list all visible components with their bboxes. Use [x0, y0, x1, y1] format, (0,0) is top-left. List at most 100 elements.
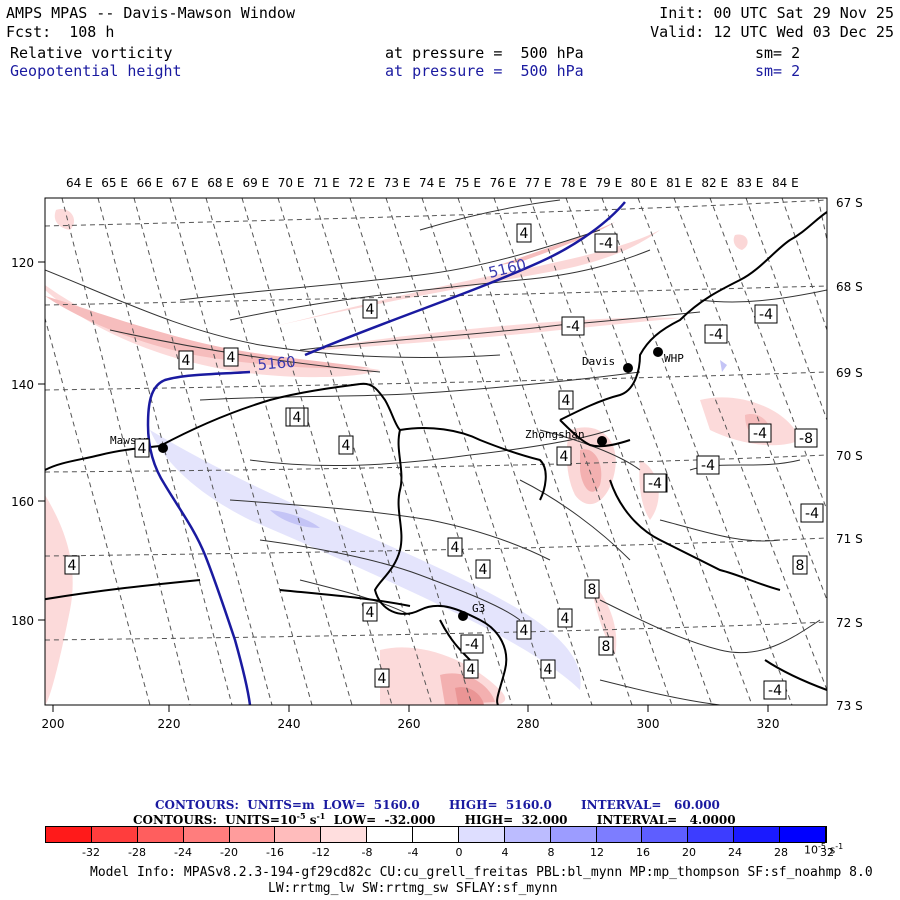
field1-name: Relative vorticity: [10, 44, 173, 62]
vorticity-legend-unit: s: [305, 813, 317, 827]
init-time: Init: 00 UTC Sat 29 Nov 25: [659, 4, 894, 22]
vorticity-positive-shading: [150, 360, 727, 690]
station-marker-mawson: [158, 443, 168, 453]
lon-label: 76 E: [489, 176, 517, 190]
vorticity-label: 4: [463, 659, 479, 679]
height-contour-legend: CONTOURS: UNITS=m LOW= 5160.0 HIGH= 5160…: [155, 798, 720, 812]
x-tick-label: 200: [42, 717, 65, 731]
station-label-davis: Davis: [582, 355, 615, 368]
lon-label: 73 E: [383, 176, 411, 190]
field1-level: at pressure = 500 hPa: [385, 44, 584, 62]
vorticity-label: 4: [374, 668, 390, 688]
colorbar-segment: [550, 827, 597, 842]
lon-label: 71 E: [313, 176, 340, 190]
vorticity-label: 4: [223, 347, 239, 367]
y-tick-label: 180: [11, 614, 34, 628]
lon-label: 67 E: [171, 176, 199, 190]
vorticity-label-text: 8: [602, 639, 611, 655]
vorticity-label-box: [463, 659, 479, 679]
vorticity-label-box: [584, 579, 600, 599]
vorticity-label: 4: [338, 435, 354, 455]
field2-level: at pressure = 500 hPa: [385, 62, 584, 80]
vorticity-label-text: 4: [68, 558, 77, 574]
colorbar-tick-label: -8: [361, 846, 373, 859]
vorticity-label-text: 4: [366, 605, 375, 621]
vorticity-label: 4: [556, 446, 572, 466]
x-tick-label: 320: [757, 717, 780, 731]
colorbar-tick-label: -32: [82, 846, 100, 859]
vorticity-label: 4: [516, 223, 532, 243]
vorticity-label-box: [792, 555, 808, 575]
lon-label: 66 E: [136, 176, 164, 190]
vorticity-label-text: -4: [566, 319, 580, 335]
vorticity-label: 4: [557, 608, 573, 628]
lat-label: 68 S: [836, 280, 863, 294]
vorticity-label: -4: [594, 233, 618, 253]
lon-label: 83 E: [736, 176, 764, 190]
meridian-lines: [45, 198, 827, 705]
vorticity-legend-exp: -5: [296, 811, 306, 821]
lon-label: 84 E: [772, 176, 799, 190]
vorticity-label-text: 4: [467, 662, 476, 678]
lat-label: 72 S: [836, 616, 863, 630]
colorbar-segment: [183, 827, 230, 842]
colorbar-segment: [367, 827, 413, 842]
vorticity-label-text: -4: [753, 426, 767, 442]
vorticity-label-box: [643, 473, 667, 493]
colorbar-segment: [504, 827, 551, 842]
colorbar-unit-exp2: -1: [835, 842, 844, 851]
vorticity-label-text: 4: [479, 562, 488, 578]
vorticity-label-box: [800, 503, 824, 523]
lon-label: 77 E: [524, 176, 552, 190]
vorticity-label: -4: [754, 304, 778, 324]
vorticity-label-box: [561, 316, 585, 336]
vorticity-label: -4: [561, 316, 585, 336]
vorticity-label: 4: [289, 407, 305, 427]
colorbar-unit-exp: -5: [818, 842, 826, 851]
colorbar-segment: [275, 827, 322, 842]
lat-label: 67 S: [836, 196, 863, 210]
colorbar-tick-label: 16: [636, 846, 650, 859]
x-tick-label: 220: [158, 717, 181, 731]
vorticity-label-box: [374, 668, 390, 688]
colorbar-segment: [413, 827, 459, 842]
lon-label: 69 E: [242, 176, 270, 190]
vorticity-label-box: [516, 620, 532, 640]
station-marker-davis: [623, 363, 633, 373]
forecast-hour: Fcst: 108 h: [6, 23, 115, 41]
vorticity-label-text: 4: [520, 623, 529, 639]
x-tick-label: 240: [278, 717, 301, 731]
colorbar-segment: [46, 827, 92, 842]
colorbar-tick-label: 0: [455, 846, 463, 859]
lon-label: 75 E: [454, 176, 481, 190]
coastline: [45, 211, 827, 705]
vorticity-legend-range: LOW= -32.000 HIGH= 32.000 INTERVAL= 4.00…: [325, 813, 736, 827]
colorbar-tick-label: 24: [728, 846, 742, 859]
colorbar-segment: [688, 827, 735, 842]
colorbar-segment: [458, 827, 505, 842]
vorticity-label-box: [362, 602, 378, 622]
x-tick-label: 300: [637, 717, 660, 731]
lon-label: 78 E: [560, 176, 587, 190]
vorticity-label-box: [134, 438, 150, 458]
station-markers: [158, 347, 663, 621]
vorticity-negative-shading: [45, 209, 800, 705]
station-label-whp: WHP: [664, 352, 684, 365]
axis-ticks: [38, 261, 769, 712]
vorticity-label-text: -4: [768, 683, 782, 699]
y-tick-label: 140: [11, 378, 34, 392]
vorticity-label-box: [696, 455, 720, 475]
colorbar-unit: 10-5 s-1: [804, 842, 843, 857]
colorbar-tick-label: 32: [820, 846, 834, 859]
vorticity-label: 8: [598, 636, 614, 656]
vorticity-label-box: [178, 350, 194, 370]
colorbar-segment: [321, 827, 368, 842]
colorbar-tick-label: -20: [220, 846, 238, 859]
lat-label: 73 S: [836, 699, 863, 713]
vorticity-label-box: [460, 634, 484, 654]
station-label-g3: G3: [472, 602, 485, 615]
vorticity-label-text: 4: [138, 441, 147, 457]
vorticity-label-box: [556, 446, 572, 466]
colorbar-tick-label: 28: [774, 846, 788, 859]
